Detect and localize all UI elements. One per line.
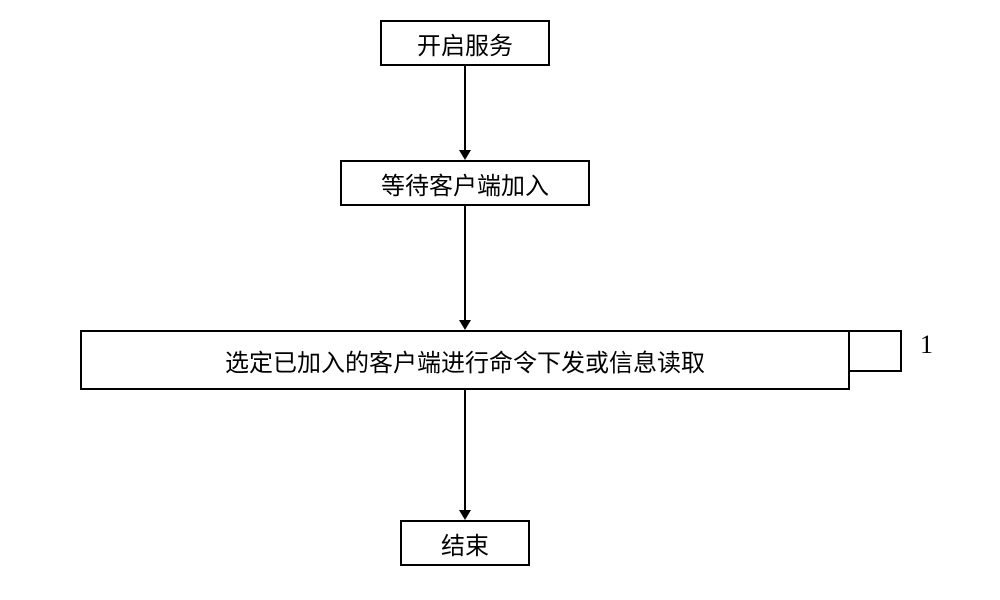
- node-n4: 结束: [400, 520, 530, 566]
- bracket-vertical: [900, 330, 902, 372]
- node-label: 选定已加入的客户端进行命令下发或信息读取: [225, 343, 705, 378]
- edge-line: [464, 390, 466, 512]
- bracket-top: [850, 330, 900, 332]
- node-label: 开启服务: [417, 26, 513, 61]
- edge-arrowhead: [459, 150, 471, 160]
- edge-arrowhead: [459, 510, 471, 520]
- flowchart-canvas: 开启服务等待客户端加入选定已加入的客户端进行命令下发或信息读取结束 1: [0, 0, 1000, 600]
- node-label: 结束: [441, 526, 489, 561]
- node-label: 等待客户端加入: [381, 166, 549, 201]
- bracket-bottom: [850, 370, 900, 372]
- node-n1: 开启服务: [380, 20, 550, 66]
- node-n2: 等待客户端加入: [340, 160, 590, 206]
- node-n3: 选定已加入的客户端进行命令下发或信息读取: [80, 330, 850, 390]
- edge-line: [464, 206, 466, 322]
- edge-line: [464, 66, 466, 152]
- edge-arrowhead: [459, 320, 471, 330]
- annotation-label: 1: [920, 330, 933, 360]
